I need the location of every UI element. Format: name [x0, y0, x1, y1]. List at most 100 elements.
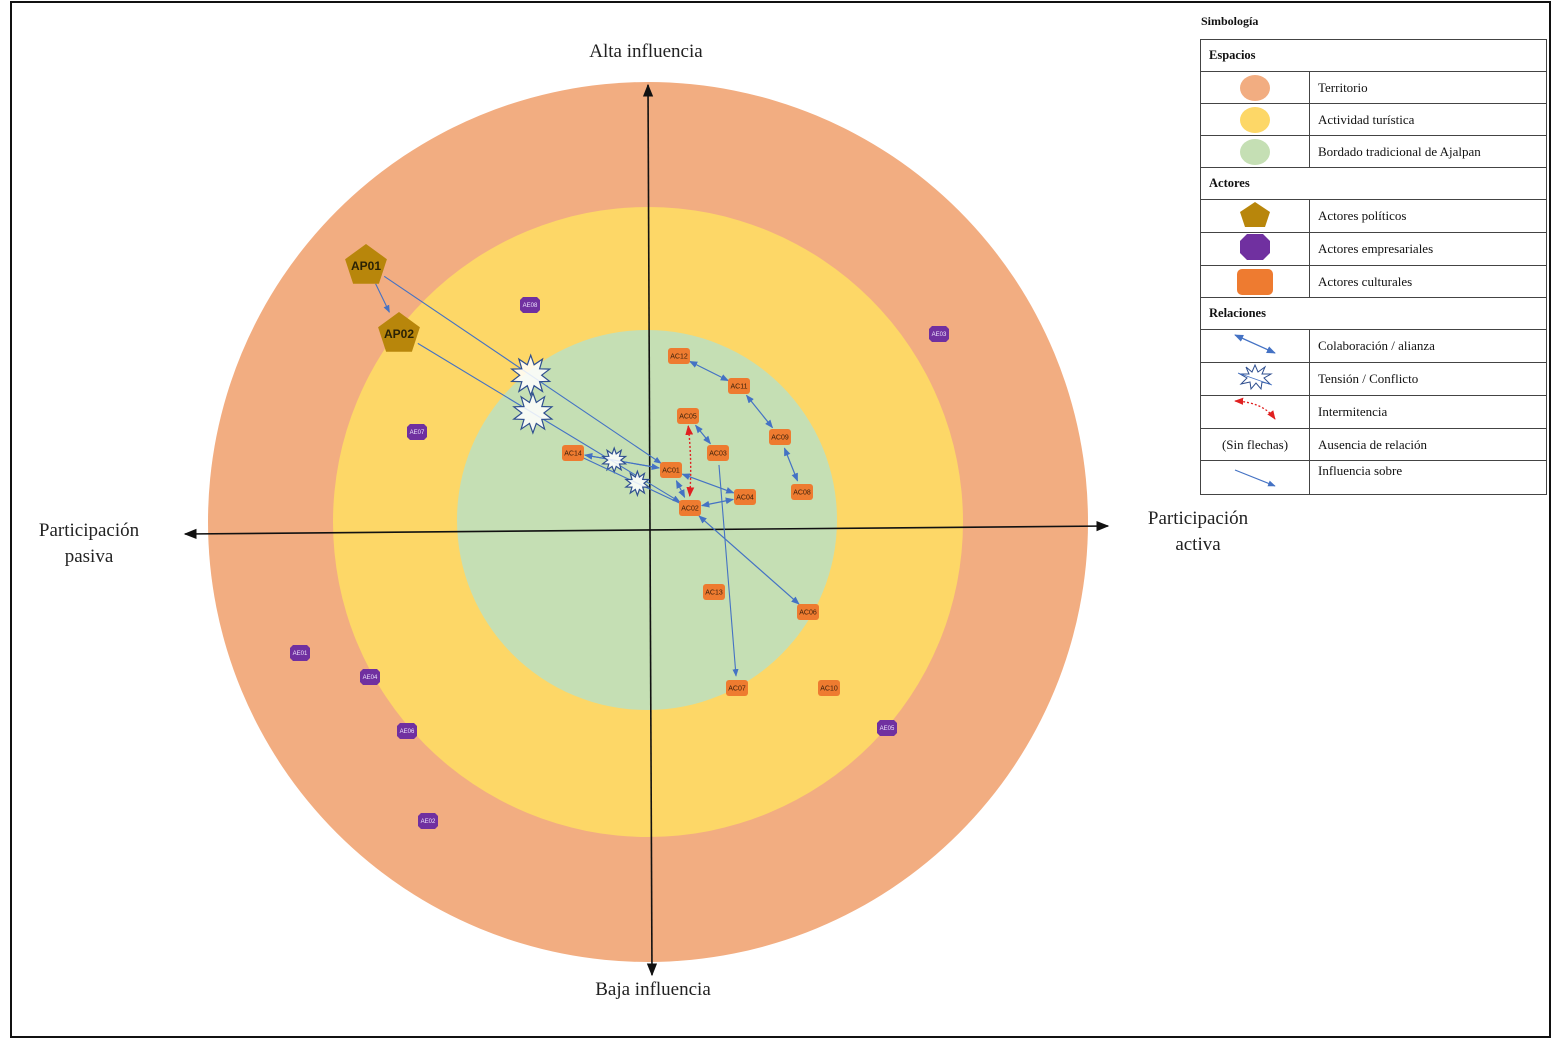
rounded-rect-icon [791, 484, 813, 500]
no-arrows-text: (Sin flechas) [1200, 428, 1310, 461]
rounded-rect-icon [677, 408, 699, 424]
legend-label: Intermitencia [1309, 395, 1547, 429]
cultural-actor-node: AC06 [797, 604, 819, 620]
bordado-ring [457, 330, 837, 710]
cultural-actor-node: AC03 [707, 445, 729, 461]
relations-layer [375, 275, 800, 677]
node-label: AE06 [400, 729, 415, 735]
influence-link [375, 283, 390, 313]
business-actor-node: AE06 [397, 723, 417, 739]
dotted-arrow-icon [1234, 397, 1276, 420]
cultural-actor-node: AC12 [668, 348, 690, 364]
influence-link [718, 464, 739, 677]
legend-section-relaciones: Relaciones [1200, 297, 1547, 330]
single-arrow-icon [1234, 468, 1276, 487]
legend-label: Actores culturales [1309, 265, 1547, 298]
rounded-rect-icon [726, 680, 748, 696]
legend-label: Tensión / Conflicto [1309, 362, 1547, 396]
node-label: AC08 [793, 490, 811, 497]
conflict-starburst-icon [624, 469, 651, 498]
business-actor-node: AE05 [877, 720, 897, 736]
legend-row: Tensión / Conflicto [1200, 362, 1547, 396]
business-actor-node: AE08 [520, 297, 540, 313]
collaboration-link [745, 394, 774, 429]
rounded-rect-icon [769, 429, 791, 445]
cultural-actor-node: AC05 [677, 408, 699, 424]
conflict-starburst-icon [509, 353, 552, 397]
node-label: AP01 [351, 259, 381, 273]
node-label: AE01 [293, 651, 308, 657]
octagon-icon [360, 669, 380, 685]
legend-row: Actores empresariales [1200, 232, 1547, 266]
horizontal-axis [183, 520, 1110, 540]
actividad-swatch [1240, 106, 1270, 133]
legend-row: Bordado tradicional de Ajalpan [1200, 135, 1547, 168]
node-label: AC07 [728, 686, 746, 693]
axis-label-top: Alta influencia [589, 41, 703, 62]
business-actor-node: AE02 [418, 813, 438, 829]
cultural-actor-node: AC14 [562, 445, 584, 461]
legend-label: Actividad turística [1309, 103, 1547, 136]
axis-label-left-line1: Participación [39, 520, 140, 541]
legend-label: Bordado tradicional de Ajalpan [1309, 135, 1547, 168]
legend-table: Espacios Territorio Actividad turística … [1200, 39, 1547, 495]
rounded-rect-icon [1237, 268, 1273, 295]
legend-row: Territorio [1200, 71, 1547, 104]
double-arrow-icon [1234, 334, 1276, 354]
legend-label: Colaboración / alianza [1309, 329, 1547, 363]
nodes-layer: AP01 AP02 AE08 AE03 AE07 AE01 AE04 AE06 AE05 AE02… [290, 244, 949, 829]
node-label: AE02 [421, 819, 436, 825]
node-label: AE04 [363, 675, 378, 681]
node-label: AC13 [705, 590, 723, 597]
figure-border [10, 1, 1551, 1038]
node-label: AP02 [384, 327, 414, 341]
octagon-icon [1240, 234, 1270, 260]
axis-label-bottom: Baja influencia [595, 979, 711, 1000]
node-label: AC11 [731, 384, 748, 391]
legend-row: Colaboración / alianza [1200, 329, 1547, 363]
cultural-actor-node: AC02 [679, 500, 701, 516]
octagon-icon [290, 645, 310, 661]
rounded-rect-icon [734, 489, 756, 505]
node-label: AC02 [681, 506, 699, 513]
political-actor-node: AP02 [378, 312, 420, 352]
node-label: AE03 [932, 332, 947, 338]
bordado-swatch [1240, 138, 1270, 165]
business-actor-node: AE04 [360, 669, 380, 685]
legend-row: Actores políticos [1200, 199, 1547, 233]
legend-label: Actores políticos [1309, 199, 1547, 233]
axis-label-right-line1: Participación [1148, 508, 1249, 529]
cultural-actor-node: AC10 [818, 680, 840, 696]
rounded-rect-icon [707, 445, 729, 461]
rounded-rect-icon [703, 584, 725, 600]
collaboration-link [700, 497, 735, 508]
rounded-rect-icon [668, 348, 690, 364]
legend-row: Influencia sobre [1200, 460, 1547, 495]
node-label: AC12 [670, 354, 688, 361]
node-label: AC09 [771, 435, 789, 442]
node-label: AC01 [662, 468, 680, 475]
rounded-rect-icon [728, 378, 750, 394]
collaboration-link [698, 515, 800, 605]
collaboration-link [783, 447, 799, 482]
legend: Simbología Espacios Territorio Actividad… [1200, 14, 1547, 495]
axis-label-left-line2: pasiva [65, 546, 114, 567]
legend-label: Actores empresariales [1309, 232, 1547, 266]
business-actor-node: AE03 [929, 326, 949, 342]
business-actor-node: AE01 [290, 645, 310, 661]
octagon-icon [929, 326, 949, 342]
legend-row: Intermitencia [1200, 395, 1547, 429]
cultural-actor-node: AC09 [769, 429, 791, 445]
legend-label: Ausencia de relación [1309, 428, 1547, 461]
legend-row: Actores culturales [1200, 265, 1547, 298]
legend-row: Actividad turística [1200, 103, 1547, 136]
node-label: AE07 [410, 430, 425, 436]
rounded-rect-icon [818, 680, 840, 696]
legend-section-espacios: Espacios [1200, 39, 1547, 72]
political-actor-node: AP01 [345, 244, 387, 284]
octagon-icon [520, 297, 540, 313]
octagon-icon [407, 424, 427, 440]
pentagon-icon [378, 312, 420, 352]
